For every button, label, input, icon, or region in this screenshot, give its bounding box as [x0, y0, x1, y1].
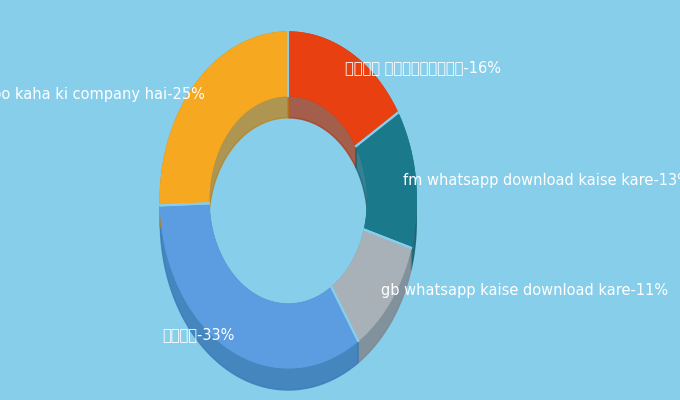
Polygon shape [209, 203, 332, 326]
Polygon shape [332, 230, 364, 309]
Polygon shape [160, 203, 358, 368]
Polygon shape [288, 32, 398, 135]
Polygon shape [398, 113, 416, 270]
Polygon shape [358, 248, 411, 363]
Polygon shape [332, 230, 411, 341]
Text: जीबी व्हाट्सएप-16%: जीबी व्हाट्सएप-16% [345, 60, 501, 75]
Polygon shape [160, 32, 288, 205]
Polygon shape [160, 32, 288, 227]
Text: oppo kaha ki company hai-25%: oppo kaha ki company hai-25% [0, 87, 205, 102]
Polygon shape [288, 32, 398, 146]
Text: fm whatsapp download kaise kare-13%: fm whatsapp download kaise kare-13% [403, 173, 680, 188]
Text: gb whatsapp kaise download kare-11%: gb whatsapp kaise download kare-11% [381, 284, 668, 298]
Polygon shape [288, 96, 356, 168]
Polygon shape [356, 113, 416, 248]
Polygon shape [160, 205, 358, 390]
Polygon shape [356, 146, 368, 252]
Polygon shape [209, 96, 288, 225]
Text: जीबी-33%: जीबी-33% [163, 327, 235, 342]
